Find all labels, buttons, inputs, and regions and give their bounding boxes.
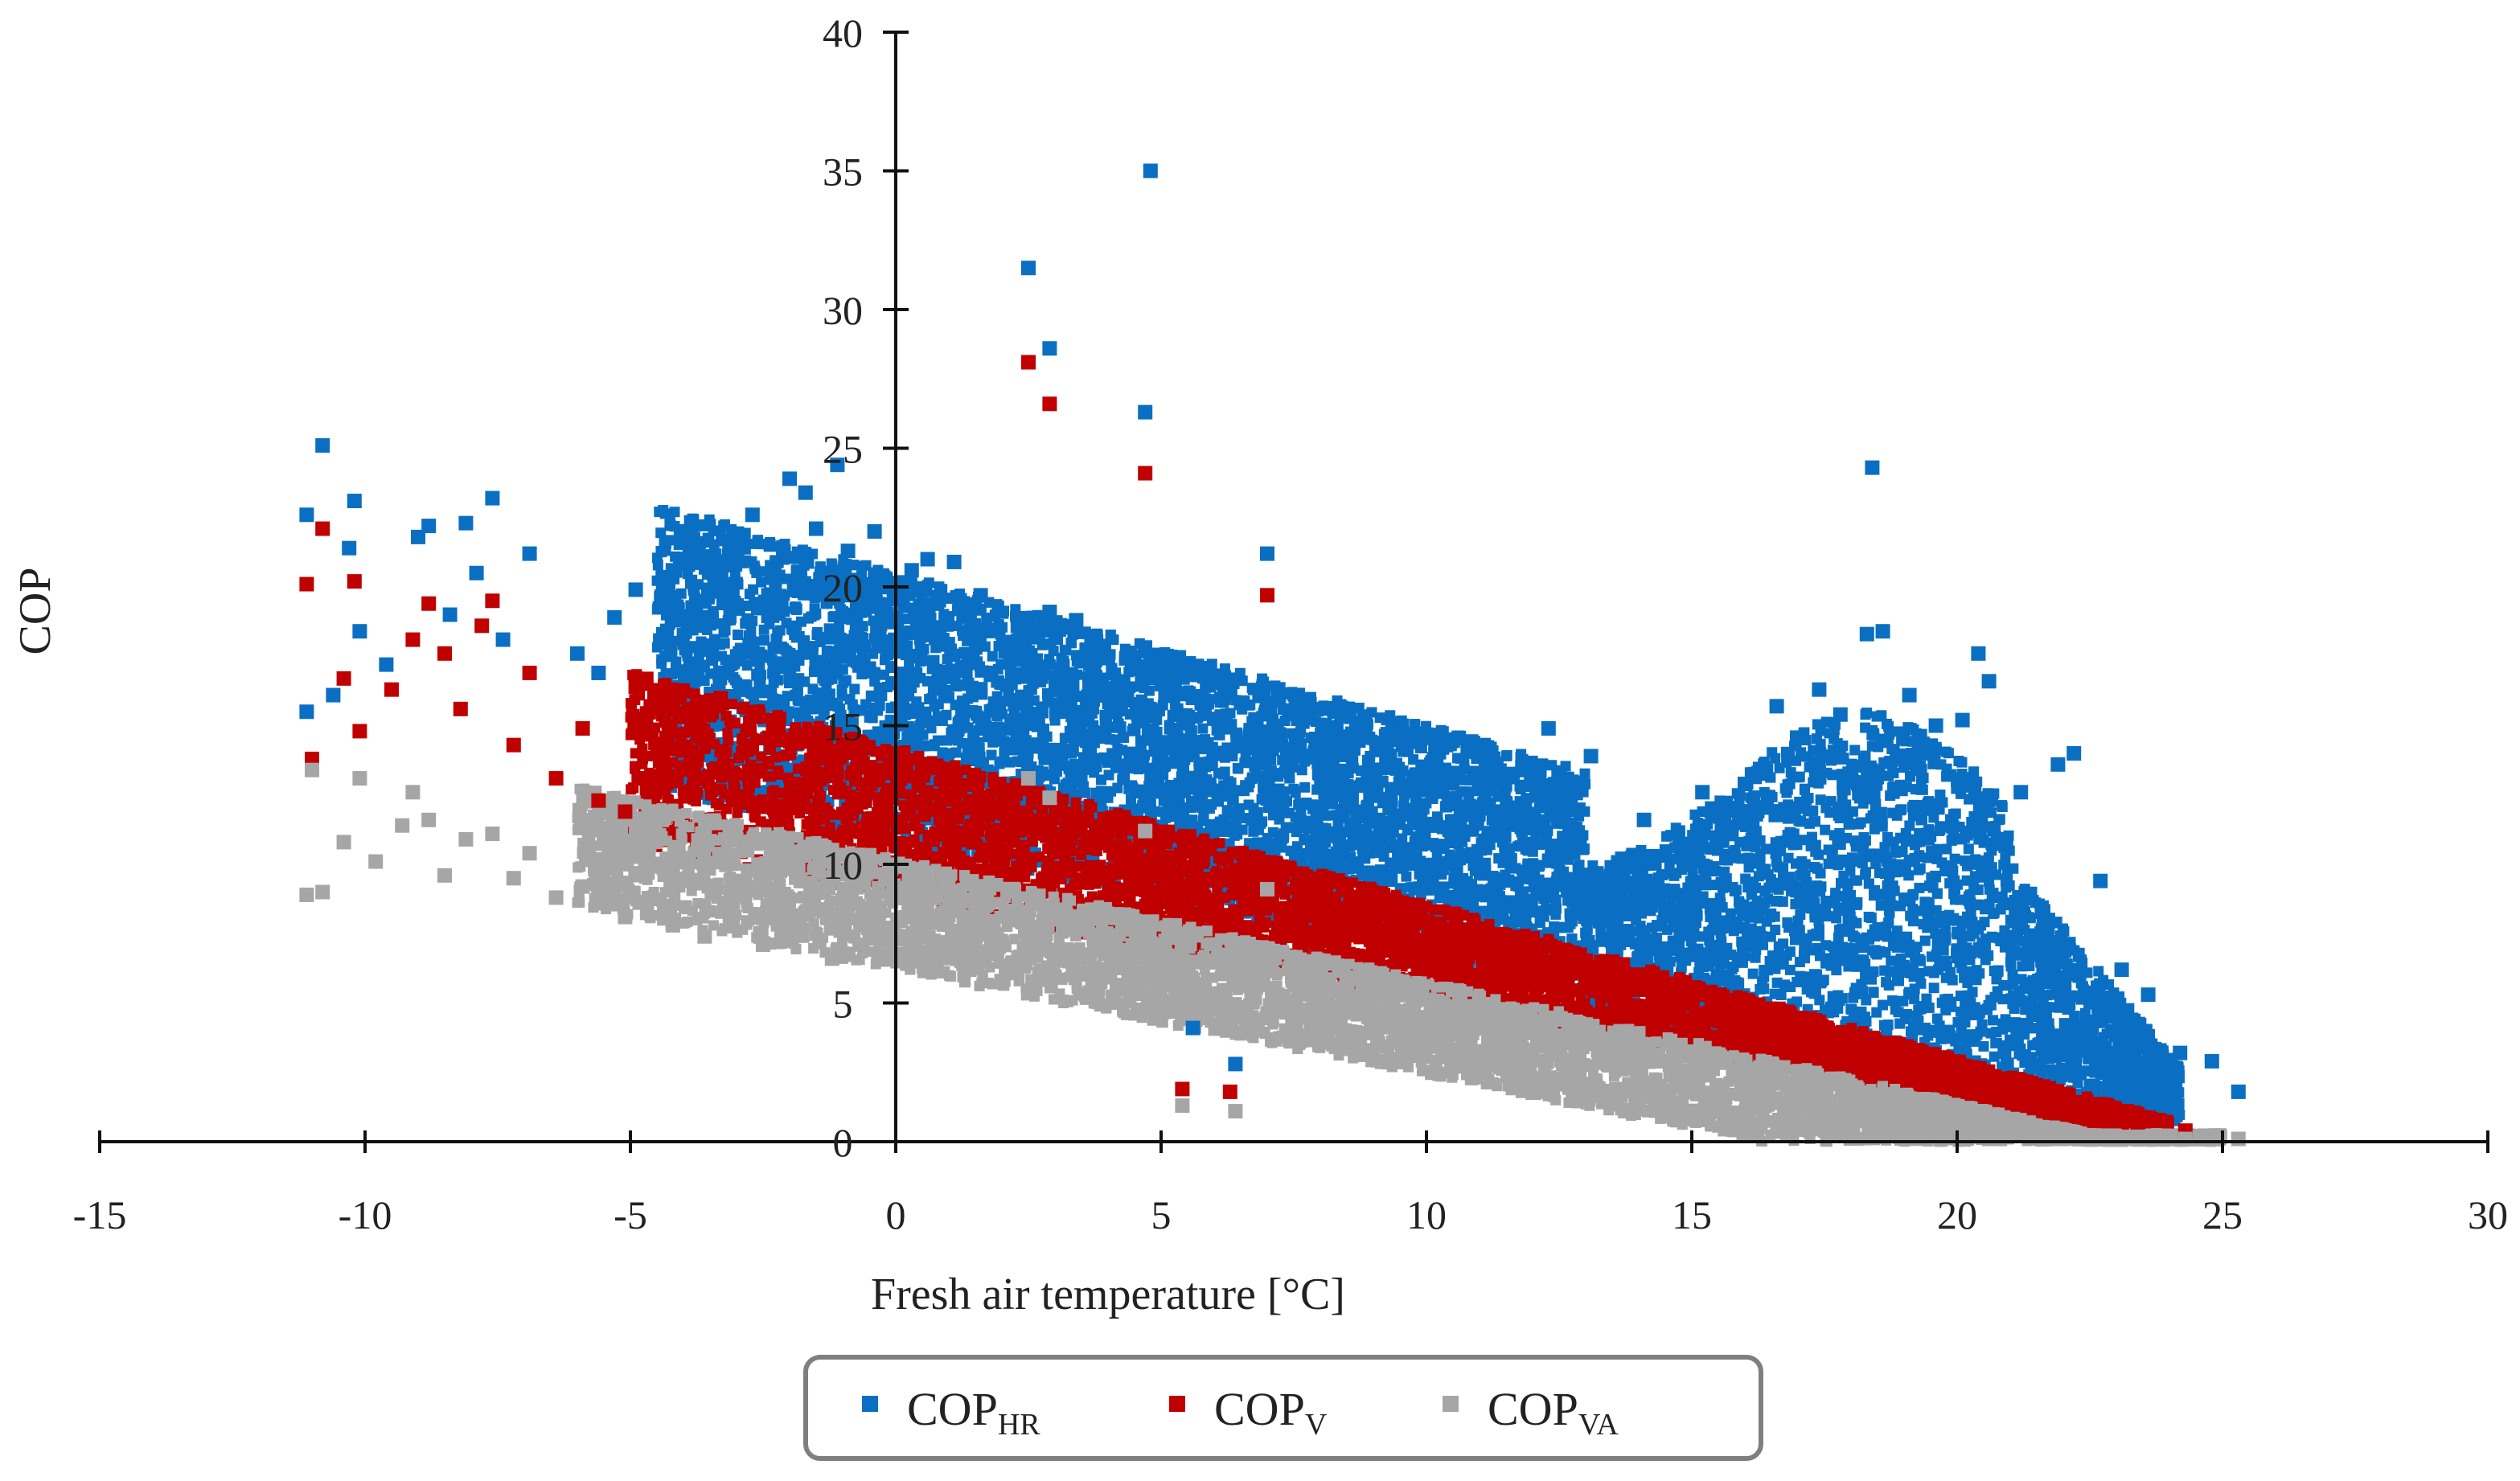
cloud-point [1997,801,2008,812]
cloud-point [1959,917,1970,929]
cloud-point [1321,718,1332,729]
cloud-point [1865,813,1876,824]
cloud-point [1871,711,1882,722]
cloud-point [1092,630,1103,641]
cloud-point [756,576,767,588]
cloud-point [1842,888,1853,899]
band-layer [572,505,2227,1147]
cloud-point [1820,824,1831,835]
cloud-point [1516,749,1527,760]
cloud-point [1928,983,1939,994]
cloud-point [1860,722,1871,733]
cloud-point [1962,977,1973,988]
cloud-point [1941,843,1952,855]
cloud-point [873,642,884,654]
cloud-point [1154,680,1165,691]
cloud-point [1560,761,1571,772]
cloud-point [749,564,761,575]
cloud-point [1459,754,1470,765]
cloud-point [1117,731,1128,742]
cloud-point [1580,927,1591,938]
cloud-point [1233,785,1245,796]
cloud-point [849,683,860,695]
cloud-point [1872,921,1883,933]
cloud-point [1299,782,1311,793]
cloud-point [1066,748,1077,759]
cloud-point [1048,632,1059,643]
cloud-point [1197,723,1209,734]
cloud-point [733,630,744,641]
cloud-point [1792,915,1804,926]
cloud-point [1773,884,1784,895]
cloud-point [987,650,998,662]
cloud-point [1651,920,1662,931]
cloud-point [1915,761,1927,772]
cloud-point [1296,765,1307,776]
cloud-point [2093,966,2104,977]
cloud-point [1750,952,1761,963]
cloud-point [1774,862,1785,873]
cloud-point [1729,885,1740,896]
cloud-point [1471,753,1482,765]
cloud-point [1803,793,1814,804]
cloud-point [651,642,663,653]
cloud-point [1976,1019,1988,1030]
cloud-point [1837,779,1848,790]
cloud-point [1005,675,1016,686]
cloud-point [1665,830,1677,841]
cloud-point [1919,935,1931,946]
cloud-point [1719,848,1730,859]
